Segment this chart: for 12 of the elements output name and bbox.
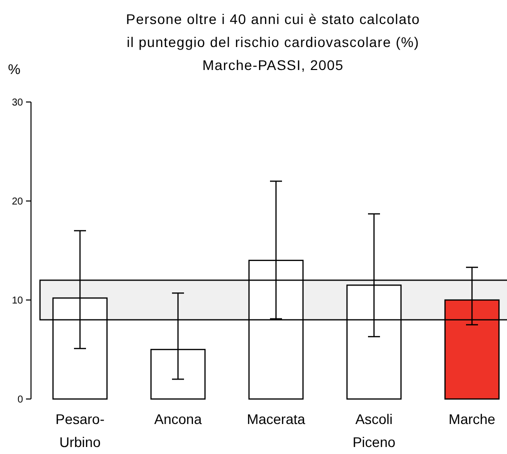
- chart-subtitle: Marche-PASSI, 2005: [202, 57, 344, 73]
- chart-title: Persone oltre i 40 anni cui è stato calcolato il punteggio del rischio cardiovascolare (%): [126, 11, 420, 50]
- y-axis-title: %: [8, 61, 20, 77]
- x-tick-label: Ancona: [154, 411, 202, 427]
- y-tick-label: 20: [12, 196, 24, 208]
- x-tick-label: Macerata: [246, 411, 306, 427]
- x-tick-label: Ascoli Piceno: [352, 411, 396, 450]
- x-tick-label: Marche: [448, 411, 496, 427]
- y-tick-label: 0: [17, 394, 24, 406]
- x-tick-label: Pesaro-Urbino: [55, 411, 105, 450]
- y-tick-label: 30: [12, 98, 24, 108]
- y-tick-label: 10: [12, 296, 24, 306]
